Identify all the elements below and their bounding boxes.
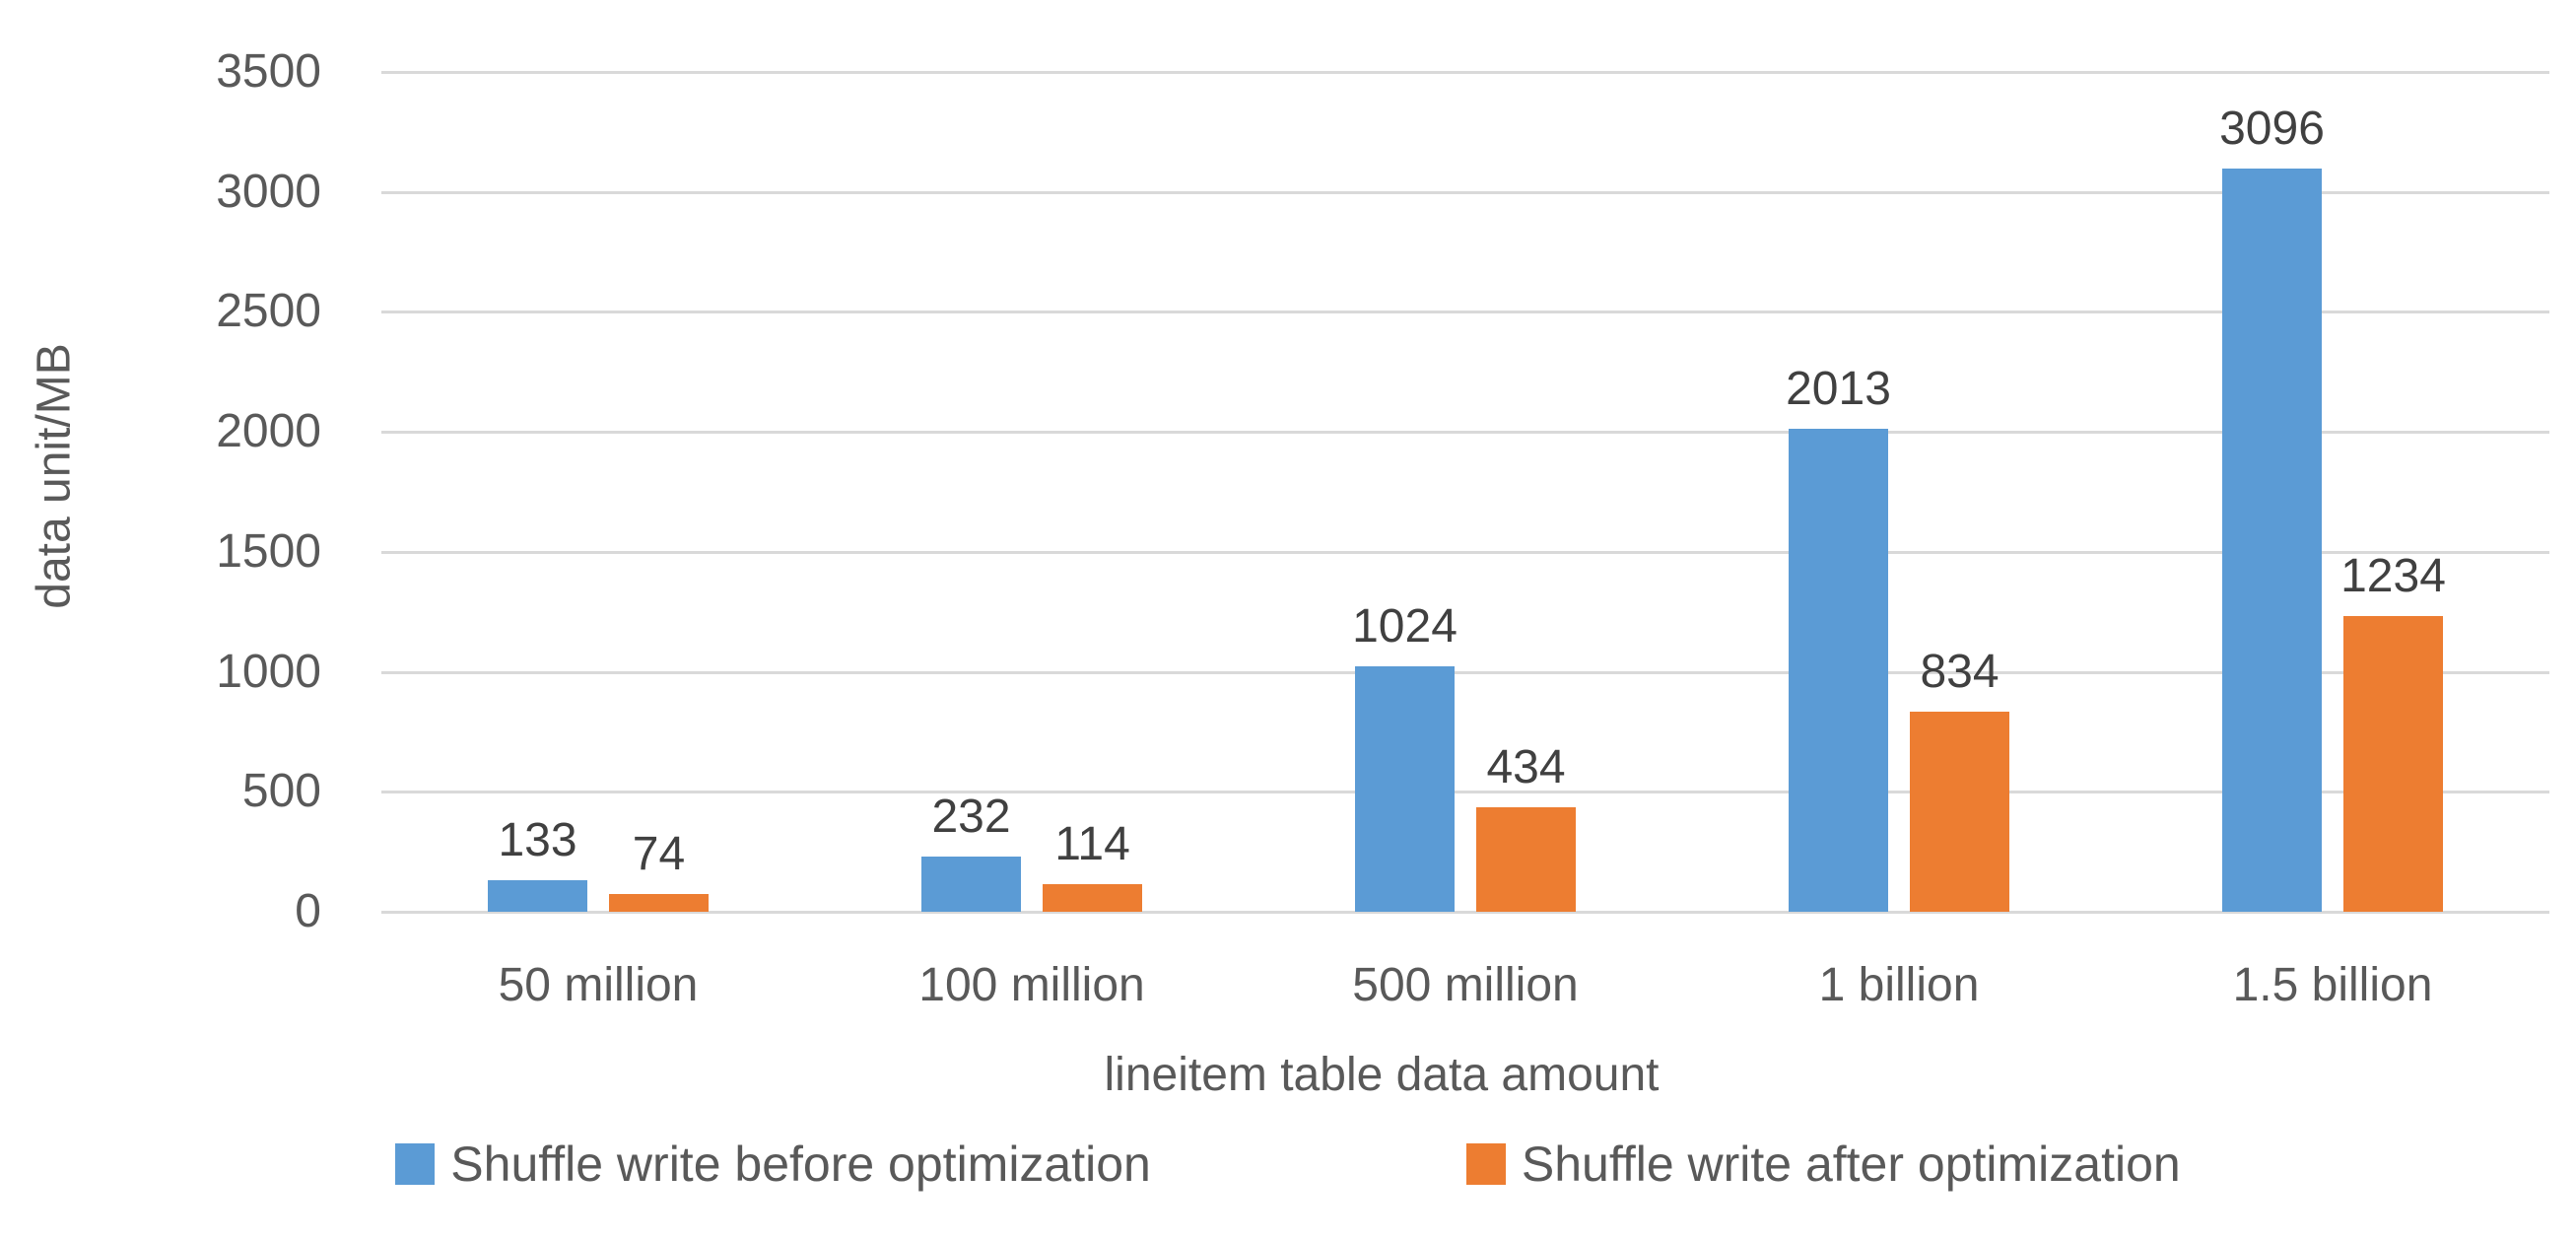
bar-group-2: 232 114 [815, 72, 1249, 912]
data-label-before: 232 [931, 790, 1011, 843]
bar-after [1910, 711, 2009, 912]
legend-item-after: Shuffle write after optimization [1465, 1136, 2181, 1193]
y-tick-label-3500: 3500 [216, 45, 321, 98]
bar-slot-before: 2013 [1786, 72, 1891, 912]
data-label-after: 114 [1054, 818, 1130, 871]
x-tick-label-3: 500 million [1352, 959, 1579, 1011]
bar-slot-after: 74 [609, 72, 709, 912]
bar-slot-after: 434 [1476, 72, 1576, 912]
bar-group-3: 1024 434 [1249, 72, 1682, 912]
bar-slot-before: 3096 [2219, 72, 2325, 912]
gridline-3000 [381, 190, 2549, 194]
y-tick-label-1500: 1500 [216, 524, 321, 578]
legend-label-before: Shuffle write before optimization [450, 1137, 1151, 1192]
x-tick-label-4: 1 billion [1818, 959, 1980, 1011]
bar-after [1476, 807, 1576, 912]
gridline-0 [381, 911, 2549, 914]
plot-area: 133 74 232 114 1024 434 2013 834 3096 1234 [381, 71, 2549, 914]
y-tick-label-2500: 2500 [216, 285, 321, 338]
gridline-2500 [381, 310, 2549, 314]
data-label-after: 1234 [2340, 549, 2446, 602]
data-label-before: 133 [498, 813, 577, 866]
bar-slot-after: 834 [1910, 72, 2009, 912]
legend-item-before: Shuffle write before optimization [395, 1136, 1151, 1193]
x-tick-label-2: 100 million [918, 959, 1145, 1011]
bar-slot-after: 1234 [2340, 72, 2446, 912]
y-tick-label-0: 0 [295, 885, 321, 937]
gridline-2000 [381, 431, 2549, 435]
data-label-after: 834 [1920, 645, 2000, 698]
data-label-before: 2013 [1786, 362, 1891, 415]
gridline-1500 [381, 550, 2549, 554]
x-tick-label-5: 1.5 billion [2232, 959, 2433, 1011]
bar-group-4: 2013 834 [1682, 72, 2116, 912]
y-tick-label-2000: 2000 [216, 405, 321, 458]
bar-before [2222, 169, 2322, 912]
legend: Shuffle write before optimization Shuffl… [0, 1136, 2576, 1193]
y-tick-label-500: 500 [241, 765, 321, 818]
data-label-after: 74 [632, 828, 686, 880]
data-label-before: 3096 [2219, 103, 2325, 156]
bar-slot-before: 1024 [1352, 72, 1457, 912]
legend-swatch-after-icon [1465, 1143, 1506, 1185]
bar-slot-after: 114 [1043, 72, 1142, 912]
bar-group-5: 3096 1234 [2116, 72, 2549, 912]
y-tick-label-1000: 1000 [216, 645, 321, 698]
bar-after [2343, 615, 2443, 912]
legend-label-after: Shuffle write after optimization [1521, 1137, 2181, 1192]
gridline-3500 [381, 71, 2549, 74]
legend-swatch-before-icon [395, 1143, 436, 1185]
x-tick-label-1: 50 million [498, 959, 699, 1011]
gridline-500 [381, 791, 2549, 794]
x-axis-title: lineitem table data amount [1104, 1049, 1660, 1101]
data-label-before: 1024 [1352, 599, 1457, 653]
bar-after [1043, 884, 1142, 912]
bar-after [609, 894, 709, 912]
bar-before [921, 856, 1021, 912]
bar-before [488, 879, 587, 912]
data-label-after: 434 [1486, 741, 1566, 794]
bar-slot-before: 133 [488, 72, 587, 912]
bar-slot-before: 232 [921, 72, 1021, 912]
bar-before [1789, 428, 1888, 912]
bar-group-1: 133 74 [381, 72, 815, 912]
gridline-1000 [381, 670, 2549, 674]
bar-before [1355, 665, 1455, 912]
y-tick-label-3000: 3000 [216, 165, 321, 218]
